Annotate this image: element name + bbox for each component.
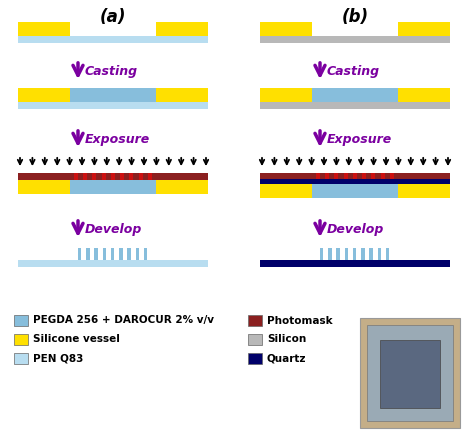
Bar	[94, 248, 98, 260]
Bar	[18, 260, 208, 267]
Bar	[18, 180, 70, 194]
Bar	[325, 173, 329, 179]
Bar	[248, 334, 262, 345]
Text: Silicon: Silicon	[267, 335, 306, 344]
Text: Develop: Develop	[85, 222, 142, 236]
Text: (a): (a)	[100, 8, 126, 26]
Bar	[74, 173, 78, 180]
Bar	[398, 184, 450, 198]
Bar	[390, 173, 394, 179]
Bar	[372, 173, 375, 179]
Bar	[248, 353, 262, 364]
Bar	[361, 248, 365, 260]
Bar	[260, 88, 312, 102]
Bar	[86, 248, 90, 260]
Bar	[14, 353, 28, 364]
Bar	[360, 318, 460, 428]
Text: (b): (b)	[341, 8, 369, 26]
Bar	[83, 173, 87, 180]
Bar	[18, 173, 208, 180]
Text: Exposure: Exposure	[327, 133, 392, 145]
Bar	[381, 173, 385, 179]
Bar	[344, 173, 348, 179]
Bar	[370, 248, 373, 260]
Bar	[120, 173, 124, 180]
Bar	[14, 334, 28, 345]
Bar	[335, 173, 338, 179]
Bar	[312, 184, 398, 198]
Bar	[148, 173, 152, 180]
Bar	[386, 248, 390, 260]
Bar	[119, 248, 123, 260]
Bar	[248, 315, 262, 326]
Bar	[136, 248, 139, 260]
Bar	[337, 248, 340, 260]
Bar	[18, 180, 208, 187]
Text: Casting: Casting	[327, 65, 380, 77]
Bar	[260, 260, 450, 267]
Bar	[260, 179, 450, 184]
Bar	[353, 173, 357, 179]
Bar	[18, 22, 70, 36]
Bar	[312, 88, 398, 102]
Bar	[316, 173, 320, 179]
Bar	[398, 88, 450, 102]
Bar	[398, 22, 450, 36]
Bar	[18, 88, 70, 102]
Bar	[128, 248, 131, 260]
Bar	[260, 184, 312, 198]
Bar	[78, 248, 82, 260]
Bar	[380, 340, 440, 408]
Text: PEGDA 256 + DAROCUR 2% v/v: PEGDA 256 + DAROCUR 2% v/v	[33, 316, 214, 325]
Text: Casting: Casting	[85, 65, 138, 77]
Bar	[156, 22, 208, 36]
Bar	[144, 248, 147, 260]
Text: PEN Q83: PEN Q83	[33, 354, 83, 363]
Text: Photomask: Photomask	[267, 316, 333, 325]
Bar	[367, 325, 453, 421]
Bar	[70, 88, 156, 102]
Bar	[103, 248, 106, 260]
Bar	[92, 173, 97, 180]
Bar	[156, 88, 208, 102]
Text: Develop: Develop	[327, 222, 384, 236]
Bar	[353, 248, 356, 260]
Bar	[378, 248, 381, 260]
Bar	[260, 184, 450, 191]
Bar	[111, 173, 115, 180]
Bar	[328, 248, 332, 260]
Bar	[345, 248, 348, 260]
Bar	[260, 22, 312, 36]
Bar	[18, 102, 208, 109]
Bar	[129, 173, 134, 180]
Bar	[18, 36, 208, 43]
Bar	[139, 173, 143, 180]
Text: Exposure: Exposure	[85, 133, 150, 145]
Bar	[111, 248, 115, 260]
Bar	[70, 180, 156, 194]
Bar	[102, 173, 106, 180]
Bar	[260, 173, 450, 179]
Bar	[320, 248, 323, 260]
Bar	[260, 36, 450, 43]
Bar	[156, 180, 208, 194]
Bar	[362, 173, 366, 179]
Bar	[14, 315, 28, 326]
Text: Quartz: Quartz	[267, 354, 307, 363]
Text: Silicone vessel: Silicone vessel	[33, 335, 120, 344]
Bar	[260, 102, 450, 109]
